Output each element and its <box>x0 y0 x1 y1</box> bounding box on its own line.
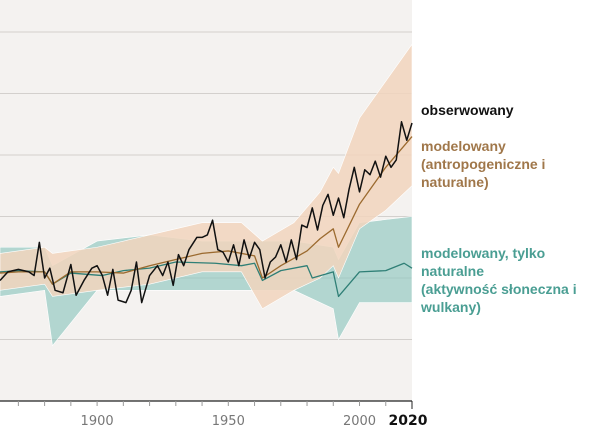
x-tick-label: 1950 <box>212 414 245 429</box>
legend-natural-block: modelowany, tylko naturalne (aktywność s… <box>421 244 597 316</box>
anthropogenic-model-line <box>0 136 413 285</box>
x-end-label: 2020 <box>389 413 428 429</box>
legend-anthropogenic-line1: modelowany <box>421 138 506 154</box>
legend-natural-line2: (aktywność słoneczna i wulkany) <box>421 281 577 315</box>
legend-observed: obserwowany <box>421 102 514 118</box>
observed-line <box>0 121 413 304</box>
legend-observed-block: obserwowany <box>421 101 597 119</box>
legend-anthropogenic-line2: (antropogeniczne i naturalne) <box>421 156 546 190</box>
legend-anthropogenic-block: modelowany (antropogeniczne i naturalne) <box>421 137 597 191</box>
x-tick-label: 1900 <box>81 414 114 429</box>
x-tick-label: 2000 <box>343 414 376 429</box>
anthropogenic-range-band <box>0 43 413 310</box>
legend-natural-line1: modelowany, tylko naturalne <box>421 245 546 279</box>
